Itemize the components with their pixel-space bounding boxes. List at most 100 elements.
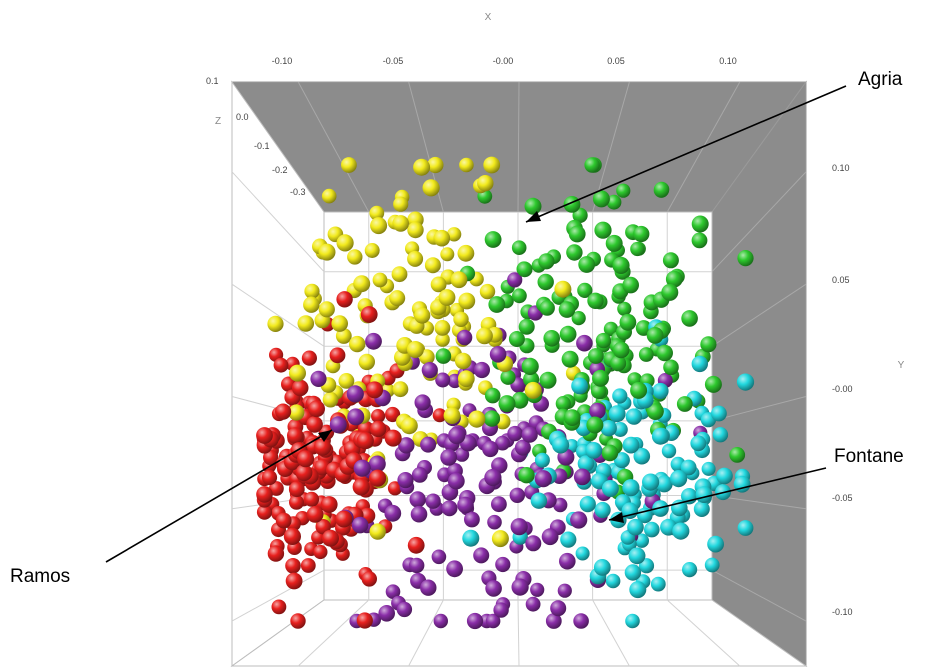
data-point: [308, 400, 325, 418]
data-point: [584, 157, 600, 173]
data-point: [612, 422, 628, 437]
data-point: [610, 355, 627, 372]
data-point: [518, 318, 535, 335]
data-point: [646, 403, 664, 420]
data-point: [347, 408, 365, 426]
data-point: [554, 280, 572, 298]
data-point: [384, 504, 402, 522]
data-point: [601, 444, 619, 462]
data-point: [661, 283, 679, 301]
y-gridline-wall: [231, 171, 325, 273]
data-point: [273, 357, 289, 373]
data-point: [633, 447, 651, 465]
data-point: [500, 369, 516, 385]
y-tick-label: 0.05: [832, 275, 850, 285]
data-point: [256, 486, 273, 503]
x-gridline-floor: [666, 599, 741, 667]
data-point: [484, 231, 502, 248]
data-point: [384, 429, 402, 447]
data-point: [655, 475, 673, 493]
data-point: [468, 410, 486, 428]
data-point: [368, 455, 386, 473]
data-point: [407, 221, 424, 239]
callout-arrow-fontane: [608, 467, 827, 521]
data-point: [285, 572, 303, 590]
data-point: [577, 455, 595, 472]
x-gridline-floor: [297, 599, 370, 667]
data-point: [521, 426, 538, 443]
data-point: [652, 500, 669, 517]
data-point: [524, 197, 542, 215]
data-point: [422, 179, 440, 197]
data-point: [707, 535, 724, 553]
right-wall-gridline: [711, 171, 807, 273]
data-point: [318, 243, 336, 261]
data-point: [712, 427, 729, 443]
data-point: [485, 580, 502, 597]
data-point: [420, 579, 437, 596]
data-point: [612, 388, 628, 404]
data-point: [438, 289, 456, 306]
data-point: [507, 272, 523, 288]
data-point: [524, 381, 542, 399]
data-point: [435, 332, 450, 347]
data-point: [414, 307, 431, 324]
data-point: [525, 535, 542, 552]
data-point: [568, 225, 586, 243]
data-point: [321, 188, 337, 204]
data-point: [322, 391, 339, 408]
data-point: [263, 449, 279, 466]
data-point: [271, 599, 287, 615]
data-point: [457, 244, 475, 262]
arrowhead-icon: [526, 211, 541, 222]
data-point: [560, 531, 577, 548]
data-point: [695, 486, 713, 503]
z-tick-label: 0.1: [206, 76, 219, 86]
y-tick-labels: 0.10 0.05 -0.00 -0.05 -0.10: [832, 163, 853, 617]
data-point: [608, 405, 626, 423]
data-point: [283, 527, 301, 546]
data-point: [446, 227, 462, 242]
data-point: [358, 353, 375, 371]
data-point: [370, 217, 388, 235]
data-point: [682, 562, 698, 578]
data-point: [290, 613, 306, 629]
data-point: [663, 359, 679, 376]
data-point: [509, 487, 525, 503]
data-point: [530, 582, 545, 597]
z-tick-label: -0.3: [290, 187, 306, 197]
data-point: [483, 156, 501, 174]
y-tick-label: 0.10: [832, 163, 850, 173]
data-point: [447, 472, 465, 490]
data-point: [400, 417, 418, 435]
data-point: [446, 560, 463, 578]
data-point: [630, 381, 648, 399]
data-point: [498, 395, 516, 413]
data-point: [420, 436, 437, 453]
data-point: [545, 613, 562, 629]
data-point: [612, 256, 630, 274]
z-tick-label: -0.2: [272, 165, 288, 175]
data-point: [661, 443, 677, 459]
data-point: [693, 501, 710, 517]
data-point: [297, 450, 315, 468]
data-point: [592, 190, 610, 208]
data-point: [485, 613, 501, 629]
data-point: [378, 605, 396, 622]
data-point: [261, 469, 278, 486]
data-point: [409, 491, 426, 508]
x-tick-label: 0.10: [719, 56, 737, 66]
top-wall-gridline: [517, 81, 520, 213]
data-point: [511, 578, 529, 596]
data-point: [483, 410, 501, 427]
data-point: [411, 467, 428, 483]
data-point: [489, 346, 507, 363]
data-point: [331, 315, 349, 332]
data-point: [600, 420, 617, 437]
data-point: [534, 452, 550, 468]
data-point: [577, 282, 593, 298]
data-point: [495, 435, 510, 451]
data-point: [576, 334, 593, 352]
data-point: [543, 330, 560, 347]
data-point: [591, 383, 607, 399]
